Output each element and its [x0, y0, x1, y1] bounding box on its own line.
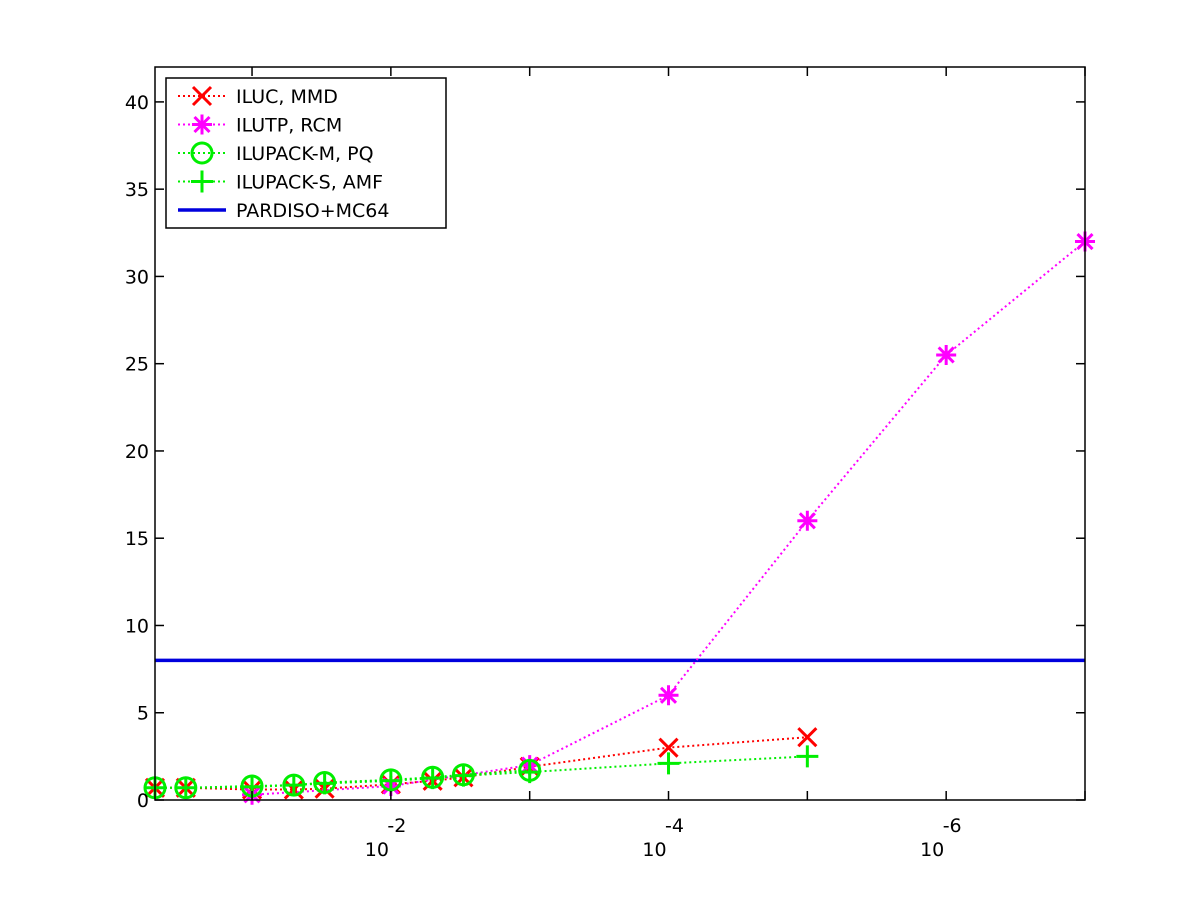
legend-label: ILUPACK-M, PQ [236, 143, 374, 165]
y-tick-label: 5 [137, 703, 149, 725]
axes-box [154, 66, 1086, 801]
data-point-ilupack-m-pq [421, 765, 445, 789]
legend-entry-pardiso-mc64: PARDISO+MC64 [178, 200, 389, 222]
x-tick-label-base: 10 [920, 839, 944, 861]
legend-marker [190, 141, 214, 165]
data-point-ilupack-m-pq [451, 763, 475, 787]
x-tick-label-base: 10 [642, 839, 666, 861]
y-tick-label: 40 [125, 92, 149, 114]
legend-marker [191, 85, 213, 107]
legend: ILUC, MMD ILUTP, RCM ILUPACK-M, PQ ILUPACK-… [165, 77, 447, 229]
y-tick-label: 35 [125, 179, 149, 201]
legend-label: ILUC, MMD [236, 86, 338, 108]
y-tick-label: 25 [125, 354, 149, 376]
y-tick-label: 0 [137, 790, 149, 812]
legend-marker [191, 170, 213, 193]
data-point-ilupack-m-pq [313, 771, 337, 795]
data-point-iluc-mmd [658, 737, 679, 758]
data-point-ilupack-s-amf [657, 752, 680, 775]
y-tick-label: 30 [125, 266, 149, 288]
data-point-ilutp-rcm [658, 685, 679, 706]
legend-label: PARDISO+MC64 [236, 200, 389, 222]
data-point-ilutp-rcm [797, 510, 818, 531]
legend-label: ILUTP, RCM [236, 115, 342, 137]
legend-marker [192, 114, 212, 135]
x-tick-label-exponent: -6 [943, 815, 962, 837]
data-point-ilutp-rcm [936, 344, 957, 365]
legend-label: ILUPACK-S, AMF [236, 172, 383, 194]
legend-entry-ilupack-m-pq: ILUPACK-M, PQ [178, 141, 374, 165]
data-point-ilupack-m-pq [518, 758, 542, 782]
data-point-ilupack-s-amf [796, 745, 819, 768]
data-point-iluc-mmd [797, 727, 818, 748]
y-tick-label: 15 [125, 528, 149, 550]
x-tick-label-base: 10 [365, 839, 389, 861]
y-tick-label: 10 [125, 615, 149, 637]
y-tick-label: 20 [125, 441, 149, 463]
data-point-ilupack-m-pq [174, 776, 198, 800]
x-tick-label-exponent: -2 [387, 815, 406, 837]
legend-entry-ilutp-rcm: ILUTP, RCM [178, 114, 342, 137]
data-point-ilupack-s-amf [313, 772, 336, 795]
x-tick-label-exponent: -4 [665, 815, 684, 837]
data-point-ilupack-m-pq [379, 768, 403, 792]
data-point-ilupack-m-pq [282, 773, 306, 797]
legend-entry-iluc-mmd: ILUC, MMD [178, 85, 338, 108]
legend-entry-ilupack-s-amf: ILUPACK-S, AMF [178, 170, 383, 194]
